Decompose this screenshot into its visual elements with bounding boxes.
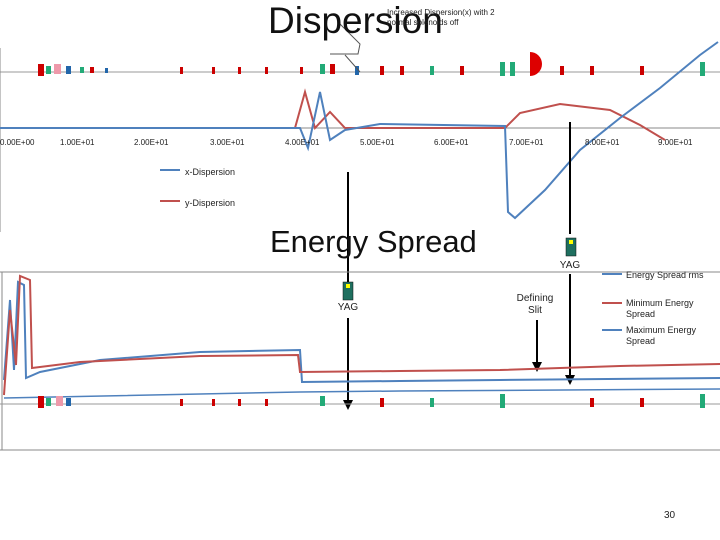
x-tick-label: 6.00E+01 bbox=[434, 138, 469, 147]
legend-y-dispersion: y-Dispersion bbox=[185, 198, 236, 208]
beamline-bottom bbox=[0, 394, 720, 408]
beamline-top bbox=[0, 52, 720, 76]
legend-rms: Energy Spread rms bbox=[626, 270, 704, 280]
legend-max: Maximum Energy Spread bbox=[626, 325, 697, 346]
x-tick-label: 7.00E+01 bbox=[509, 138, 544, 147]
yag-icon bbox=[342, 281, 354, 301]
rms-energy-spread-line bbox=[3, 388, 720, 399]
legend-x-dispersion: x-Dispersion bbox=[185, 167, 236, 177]
defining-slit-label: Defining Slit bbox=[516, 293, 554, 316]
x-tick-label: 5.00E+01 bbox=[360, 138, 395, 147]
legend-min: Minimum Energy Spread bbox=[626, 298, 694, 319]
markers bbox=[343, 122, 575, 410]
slide-title: Dispersion bbox=[268, 0, 443, 41]
x-tick-label: 9.00E+01 bbox=[658, 138, 693, 147]
x-tick-label: 1.00E+01 bbox=[60, 138, 95, 147]
page-number: 30 bbox=[664, 510, 676, 521]
yag-icon bbox=[565, 237, 577, 257]
section-title: Energy Spread bbox=[270, 224, 477, 259]
yag-label: YAG bbox=[559, 260, 581, 271]
y-dispersion-line bbox=[0, 88, 666, 141]
x-tick-label: 3.00E+01 bbox=[210, 138, 245, 147]
annotation-note: Increased Dispersion(x) with 2 normal so… bbox=[387, 8, 495, 27]
yag-label: YAG bbox=[337, 302, 359, 313]
min-energy-spread-line bbox=[3, 274, 720, 396]
x-tick-label: 4.00E+01 bbox=[285, 138, 320, 147]
x-dispersion-line bbox=[0, 41, 719, 220]
x-tick-label: 2.00E+01 bbox=[134, 138, 169, 147]
x-tick-label: 0.00E+00 bbox=[0, 138, 35, 147]
x-tick-label: 8.00E+01 bbox=[585, 138, 620, 147]
